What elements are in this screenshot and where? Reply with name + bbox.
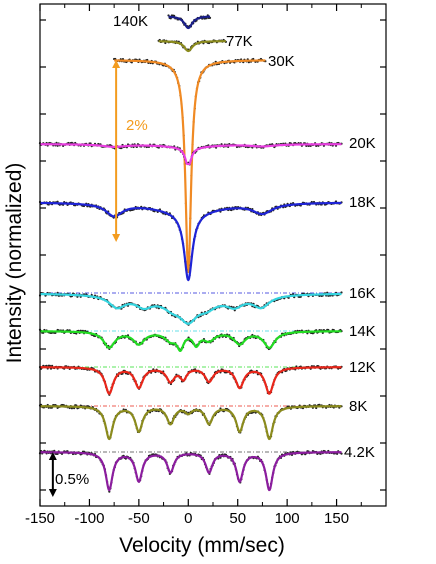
scale-bar-2pct-label: 2% bbox=[126, 117, 148, 134]
data-points-8K bbox=[38, 403, 343, 440]
fit-curve-16K bbox=[39, 292, 343, 325]
series-label-14K: 14K bbox=[349, 323, 376, 340]
spectrum-16K: 16K bbox=[38, 285, 376, 326]
fit-curve-30K bbox=[113, 59, 267, 274]
spectrum-77K: 77K bbox=[157, 33, 253, 53]
fit-curve-14K bbox=[39, 330, 343, 353]
spectrum-8K: 8K bbox=[38, 398, 367, 441]
spectrum-30K: 30K bbox=[113, 53, 295, 274]
spectrum-18K: 18K bbox=[38, 194, 376, 282]
plot-frame bbox=[39, 3, 387, 507]
spectrum-12K: 12K bbox=[38, 359, 376, 396]
scale-bar-0.5pct-label: 0.5% bbox=[55, 471, 89, 488]
x-tick-label-6: 150 bbox=[324, 510, 349, 527]
x-tick-label-1: -100 bbox=[74, 510, 104, 527]
series-label-18K: 18K bbox=[349, 194, 376, 211]
x-tick-label-3: 0 bbox=[184, 510, 192, 527]
fit-curve-8K bbox=[39, 405, 343, 441]
plot-area: 140K 77K 30K 20K 18K 16K 14K 12K 8K 4.2K 2% 0.5% bbox=[38, 13, 376, 497]
series-label-140K: 140K bbox=[113, 13, 148, 30]
x-tick-label-2: -50 bbox=[128, 510, 150, 527]
series-label-30K: 30K bbox=[268, 53, 295, 70]
spectrum-140K: 140K bbox=[113, 13, 212, 30]
fit-curve-20K bbox=[39, 143, 343, 166]
series-label-77K: 77K bbox=[226, 33, 253, 50]
series-label-16K: 16K bbox=[349, 285, 376, 302]
series-label-12K: 12K bbox=[349, 359, 376, 376]
x-axis-title: Velocity (mm/sec) bbox=[119, 534, 285, 557]
fit-curve-12K bbox=[39, 366, 343, 395]
spectrum-14K: 14K bbox=[38, 323, 376, 353]
series-label-8K: 8K bbox=[349, 398, 367, 415]
series-label-20K: 20K bbox=[349, 135, 376, 152]
scale-bar-0.5pct: 0.5% bbox=[48, 452, 89, 497]
fit-curve-140K bbox=[167, 15, 212, 30]
spectrum-4_2K: 4.2K bbox=[38, 444, 375, 493]
x-tick-label-0: -150 bbox=[25, 510, 55, 527]
y-axis-title: Intensity (normalized) bbox=[3, 163, 26, 364]
fit-curve-4_2K bbox=[39, 451, 343, 492]
fit-curve-77K bbox=[157, 40, 227, 53]
scale-bar-2pct: 2% bbox=[112, 60, 148, 242]
x-tick-label-5: 100 bbox=[275, 510, 300, 527]
series-label-4_2K: 4.2K bbox=[344, 444, 375, 461]
fit-curve-18K bbox=[39, 201, 343, 282]
axes: -150 -100 -50 0 50 100 150 bbox=[25, 3, 387, 527]
spectrum-20K: 20K bbox=[38, 135, 376, 166]
x-tick-label-4: 50 bbox=[229, 510, 246, 527]
